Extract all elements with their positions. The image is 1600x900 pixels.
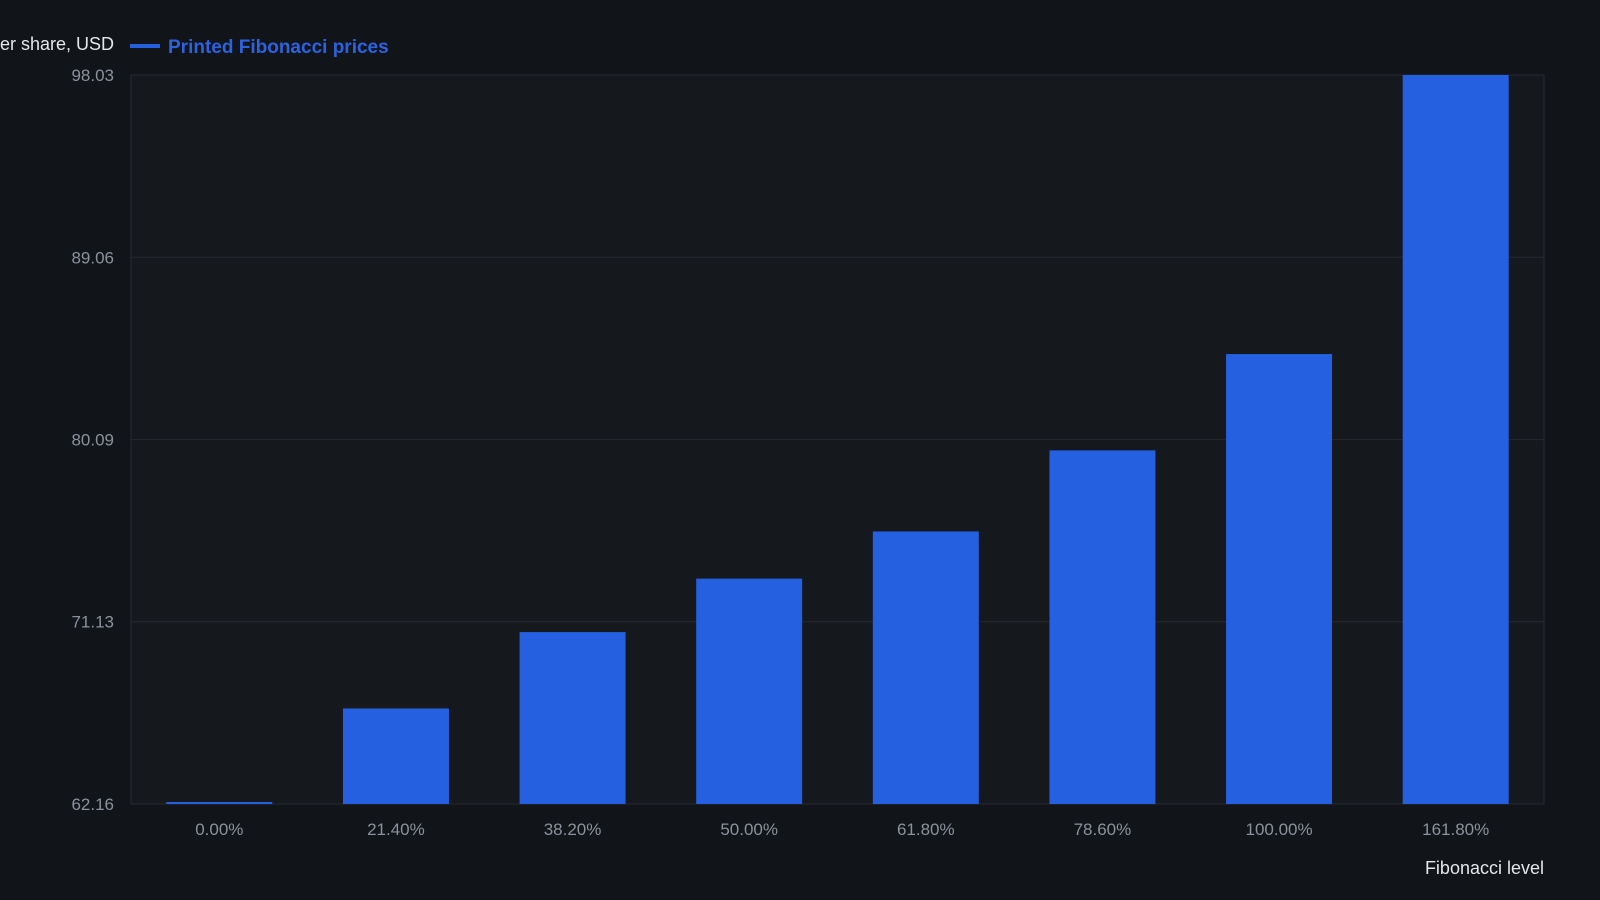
bar-38.20%[interactable] — [519, 632, 626, 804]
y-tick-label: 71.13 — [71, 613, 114, 632]
legend-label[interactable]: Printed Fibonacci prices — [168, 37, 389, 58]
bar-78.60%[interactable] — [1049, 450, 1156, 804]
x-tick-label: 38.20% — [544, 820, 602, 839]
bar-21.40%[interactable] — [342, 708, 449, 804]
bar-100.00%[interactable] — [1226, 354, 1333, 804]
y-axis-title: er share, USD — [0, 34, 114, 54]
x-tick-label: 161.80% — [1422, 820, 1489, 839]
x-axis-ticks: 0.00% 21.40% 38.20% 50.00% 61.80% 78.60% 100.0… — [195, 820, 1489, 839]
x-tick-label: 100.00% — [1246, 820, 1313, 839]
x-tick-label: 0.00% — [195, 820, 243, 839]
legend[interactable]: Printed Fibonacci prices — [130, 37, 389, 58]
x-axis-title: Fibonacci level — [1425, 858, 1544, 878]
y-tick-label: 98.03 — [71, 66, 114, 85]
y-tick-label: 80.09 — [71, 431, 114, 450]
bar-161.80%[interactable] — [1402, 75, 1509, 804]
x-tick-label: 61.80% — [897, 820, 955, 839]
x-tick-label: 50.00% — [720, 820, 778, 839]
bar-series — [166, 75, 1509, 804]
y-axis-ticks: 62.16 71.13 80.09 89.06 98.03 — [71, 66, 114, 814]
x-tick-label: 21.40% — [367, 820, 425, 839]
y-tick-label: 62.16 — [71, 795, 114, 814]
x-tick-label: 78.60% — [1074, 820, 1132, 839]
bar-61.80%[interactable] — [872, 531, 979, 804]
y-tick-label: 89.06 — [71, 248, 114, 267]
bar-0.00%[interactable] — [166, 802, 273, 804]
bar-50.00%[interactable] — [696, 578, 803, 804]
